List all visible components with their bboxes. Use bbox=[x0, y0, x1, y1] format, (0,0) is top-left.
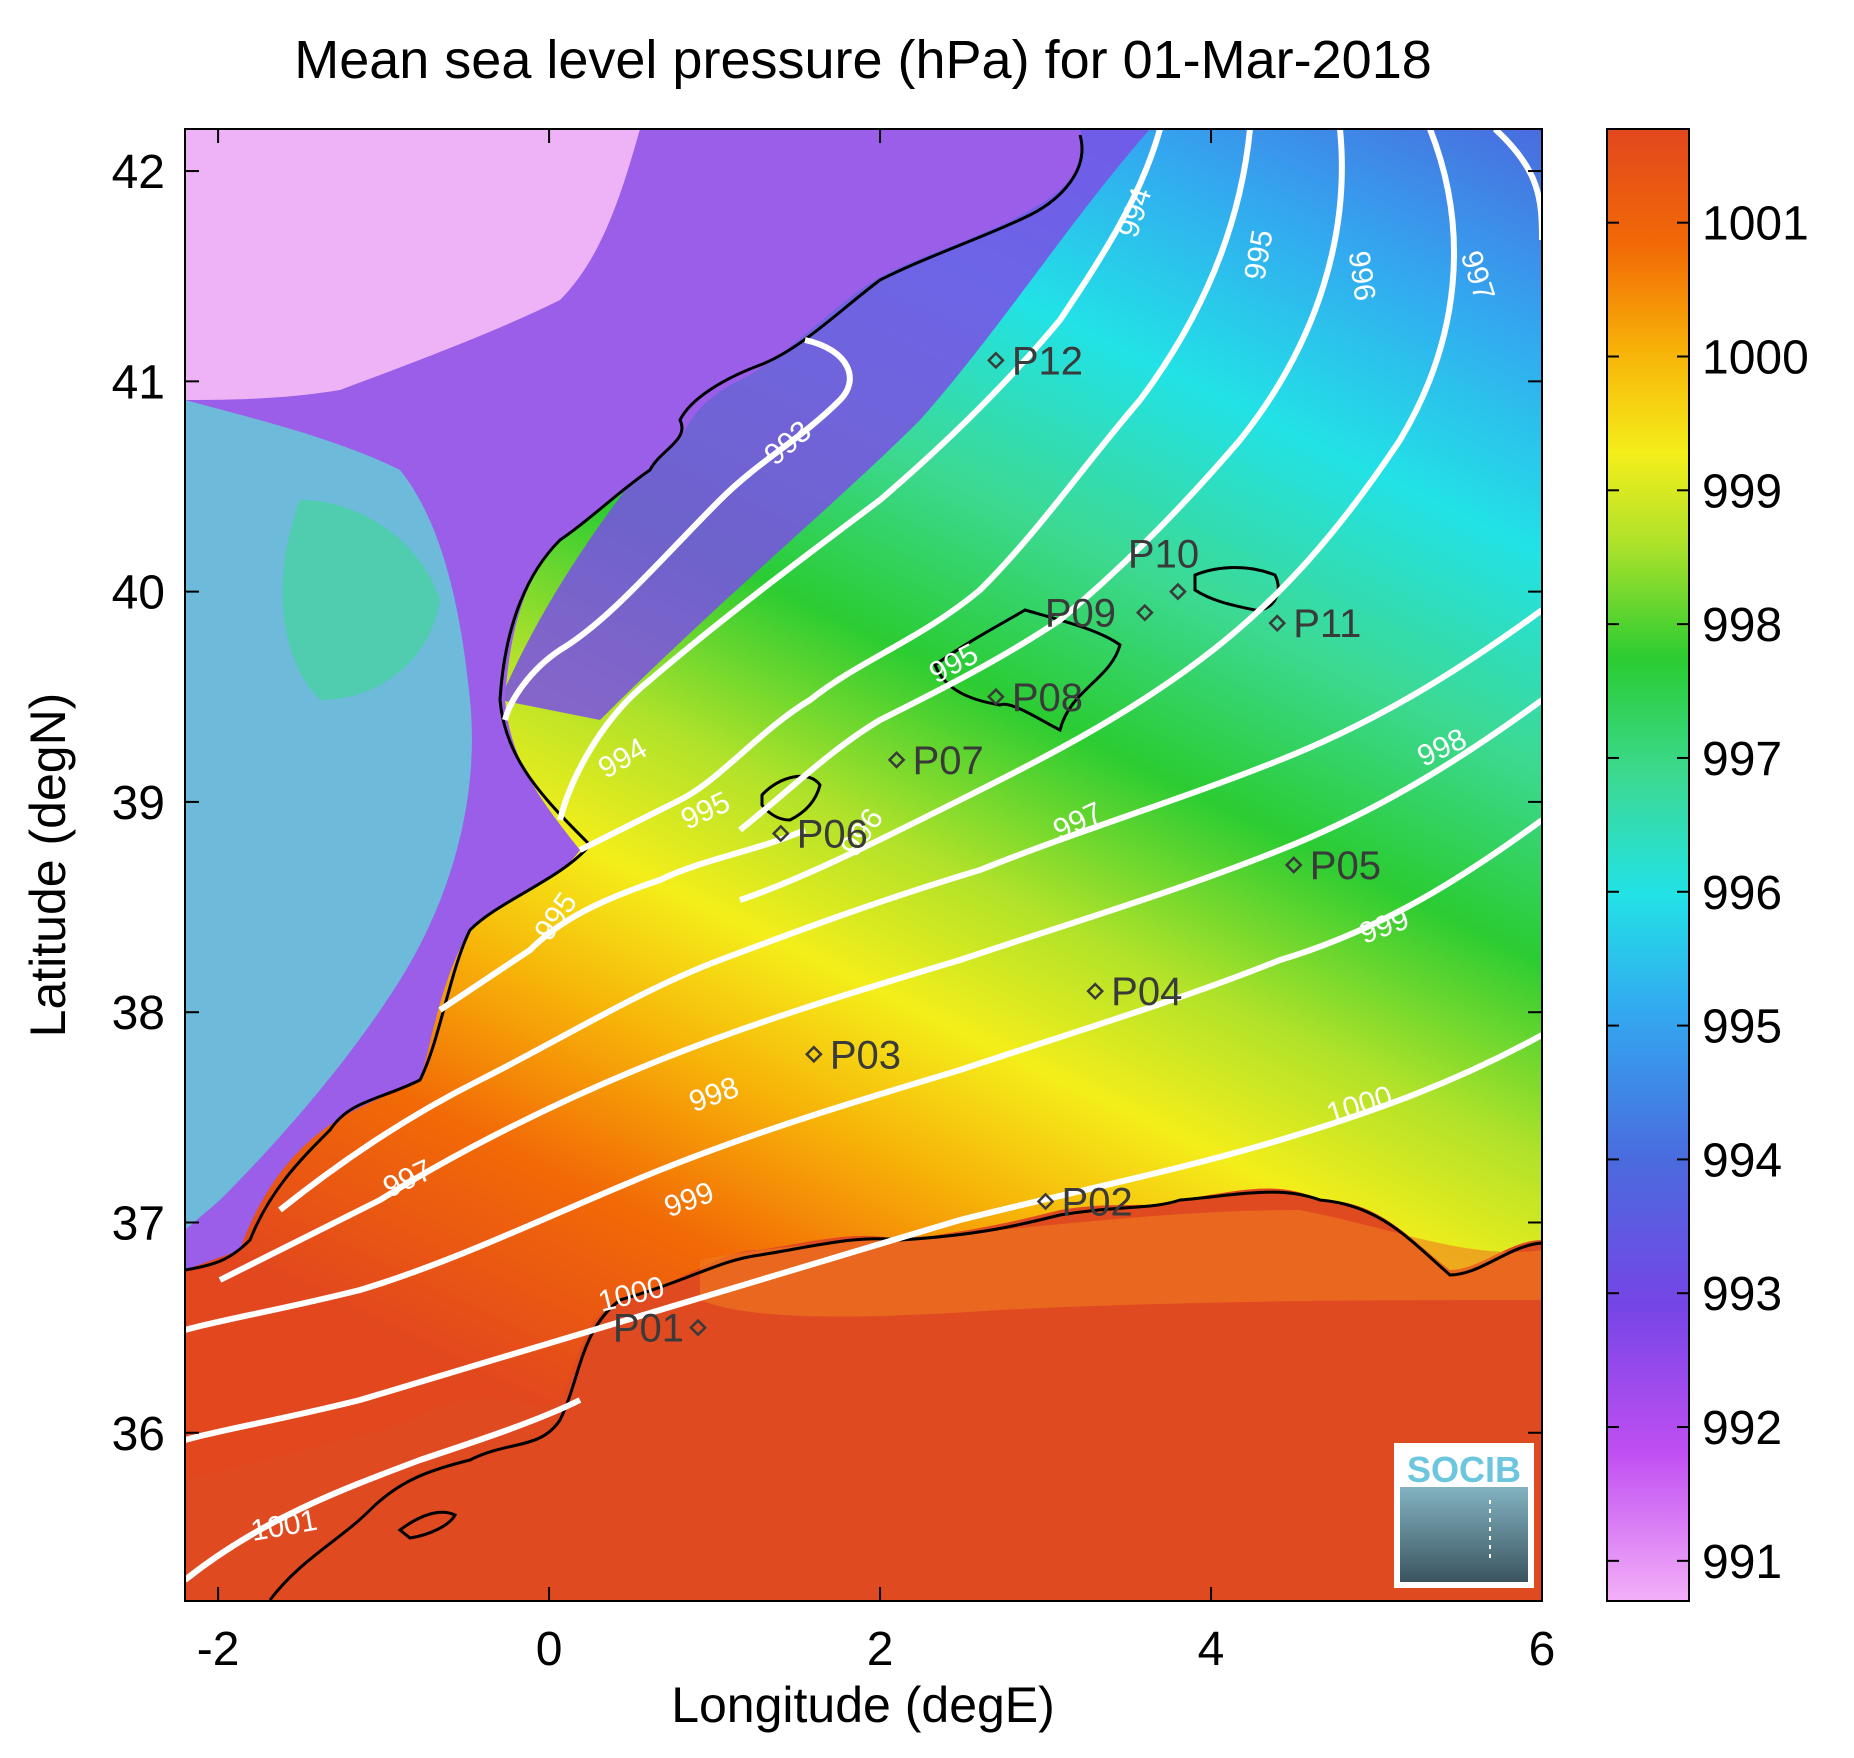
contour-998-south bbox=[218, 697, 1542, 1283]
station-label: P02 bbox=[1062, 1180, 1133, 1224]
station-label: P09 bbox=[1045, 592, 1116, 636]
contour-995-south bbox=[438, 827, 807, 1013]
contour-label: 996 bbox=[1342, 249, 1382, 303]
coastline-mallorca bbox=[933, 608, 1122, 733]
x-tick-label: 0 bbox=[536, 1623, 563, 1676]
colorbar bbox=[1606, 128, 1690, 1602]
colorbar-tick-label: 994 bbox=[1702, 1134, 1782, 1187]
station-marker-icon[interactable] bbox=[1284, 856, 1303, 874]
stations: P01 P02 P03 P04 P05 P06 P07 P08 P09 P10 P11 P12 bbox=[613, 339, 1381, 1350]
x-tick-label: 6 bbox=[1529, 1623, 1556, 1676]
station-label: P11 bbox=[1293, 602, 1361, 646]
iberia-land-low bbox=[185, 129, 1083, 1270]
colorbar-tick-label: 1001 bbox=[1702, 198, 1809, 251]
contour-997-north bbox=[739, 129, 1457, 903]
station-label: P04 bbox=[1111, 970, 1182, 1014]
y-axis-label: Latitude (degN) bbox=[20, 693, 76, 1038]
contour-1000 bbox=[185, 1032, 1542, 1443]
y-tick-label: 41 bbox=[112, 356, 165, 409]
station-marker-icon[interactable] bbox=[1036, 1192, 1055, 1211]
contour-993 bbox=[502, 337, 853, 721]
contour-994-north bbox=[557, 129, 1163, 821]
y-axis-ticks: 36 37 38 39 40 41 42 bbox=[112, 146, 1542, 1461]
station-marker-icon[interactable] bbox=[1268, 614, 1287, 633]
station-label: P03 bbox=[830, 1033, 901, 1077]
contour-1001 bbox=[185, 1397, 582, 1583]
colorbar-tick-label: 995 bbox=[1702, 1001, 1782, 1054]
station-marker-icon[interactable] bbox=[987, 351, 1005, 370]
colorbar-tick-label: 998 bbox=[1702, 599, 1782, 652]
contour-996-north bbox=[738, 129, 1345, 833]
y-tick-label: 40 bbox=[112, 567, 165, 620]
station-label: P08 bbox=[1012, 676, 1083, 720]
socib-logo-text: SOCIB bbox=[1407, 1449, 1521, 1490]
x-tick-label: 4 bbox=[1198, 1623, 1225, 1676]
x-axis-ticks: -2 0 2 4 6 bbox=[197, 129, 1556, 1676]
y-tick-label: 38 bbox=[112, 987, 165, 1040]
station-label: P05 bbox=[1310, 844, 1381, 888]
contour-997-south bbox=[278, 607, 1542, 1213]
station-marker-icon[interactable] bbox=[1169, 582, 1187, 601]
station-marker-icon[interactable] bbox=[987, 687, 1005, 706]
y-tick-label: 37 bbox=[112, 1197, 165, 1250]
station-marker-icon[interactable] bbox=[689, 1318, 707, 1337]
y-tick-label: 39 bbox=[112, 777, 165, 830]
station-marker-icon[interactable] bbox=[805, 1045, 823, 1064]
station-marker-icon[interactable] bbox=[1135, 603, 1154, 622]
iberia-land-pink bbox=[185, 129, 640, 400]
map-title: Mean sea level pressure (hPa) for 01-Mar… bbox=[294, 30, 1432, 90]
station-marker-icon[interactable] bbox=[771, 824, 790, 843]
colorbar-ticks: 991 992 993 994 995 996 997 998 999 1000 1001 bbox=[1607, 198, 1809, 1589]
colorbar-tick-label: 993 bbox=[1702, 1268, 1782, 1321]
y-tick-label: 36 bbox=[112, 1408, 165, 1461]
station-label: P10 bbox=[1128, 533, 1199, 577]
colorbar-tick-label: 1000 bbox=[1702, 331, 1809, 384]
station-label: P01 bbox=[613, 1307, 684, 1351]
low-pressure-sea bbox=[500, 129, 1150, 720]
colorbar-tick-label: 991 bbox=[1702, 1536, 1782, 1589]
socib-logo: SOCIB bbox=[1394, 1443, 1534, 1588]
y-tick-label: 42 bbox=[112, 146, 165, 199]
plot-frame bbox=[184, 128, 1543, 1602]
contour-lines bbox=[185, 129, 1542, 1583]
contour-995-north bbox=[578, 129, 1253, 853]
station-label: P07 bbox=[913, 739, 984, 783]
coastline-menorca bbox=[1193, 566, 1280, 612]
africa-coast-orange bbox=[700, 1210, 1542, 1317]
station-marker-icon[interactable] bbox=[887, 751, 906, 769]
coastline-ibiza bbox=[760, 774, 822, 822]
colorbar-tick-label: 996 bbox=[1702, 867, 1782, 920]
colorbar-tick-label: 997 bbox=[1702, 733, 1782, 786]
contour-999 bbox=[185, 817, 1542, 1333]
colorbar-tick-label: 999 bbox=[1702, 465, 1782, 518]
station-marker-icon[interactable] bbox=[1086, 982, 1105, 1001]
coastline-africa bbox=[268, 1190, 1542, 1601]
x-tick-label: 2 bbox=[867, 1623, 894, 1676]
colorbar-tick-label: 992 bbox=[1702, 1402, 1782, 1455]
iberia-land-green bbox=[282, 500, 440, 700]
coastline-iberia bbox=[185, 134, 1084, 1272]
station-label: P06 bbox=[797, 812, 868, 856]
x-axis-label: Longitude (degE) bbox=[671, 1677, 1055, 1733]
coastline-alboran bbox=[397, 1510, 458, 1540]
x-tick-label: -2 bbox=[197, 1623, 240, 1676]
station-label: P12 bbox=[1012, 339, 1083, 383]
